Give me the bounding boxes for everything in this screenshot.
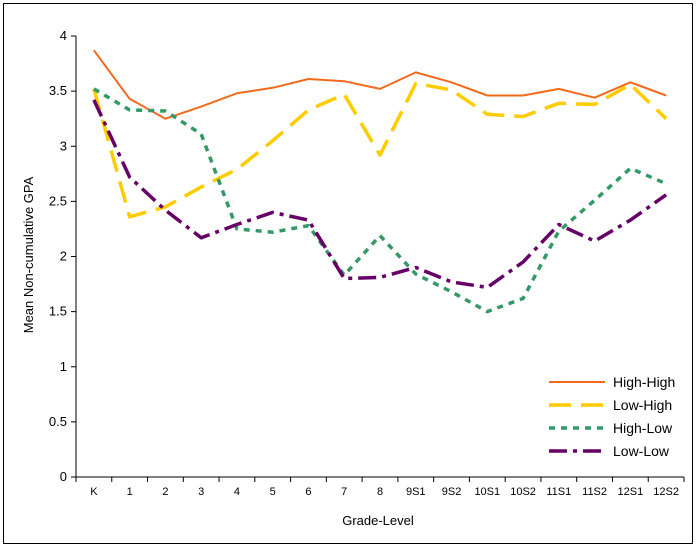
series-layer (92, 49, 668, 314)
y-tick-label: 2 (60, 249, 67, 264)
y-tick-label: 1 (60, 359, 67, 374)
x-tick-label: 6 (305, 486, 311, 498)
x-tick-label: 12S1 (618, 486, 644, 498)
series-line-low-high (92, 81, 668, 219)
series-line-low-low (92, 99, 668, 290)
x-axis-label: Grade-Level (342, 513, 414, 528)
y-tick-label: 0.5 (49, 414, 67, 429)
x-tick-label: 10S1 (474, 486, 500, 498)
legend-label: High-High (613, 374, 675, 390)
x-tick-label: 7 (341, 486, 347, 498)
x-tick-label: 3 (198, 486, 204, 498)
x-tick-label: 10S2 (510, 486, 536, 498)
x-tick-label: 12S2 (653, 486, 679, 498)
y-tick-label: 1.5 (49, 304, 67, 319)
series-line-high-high (93, 49, 667, 120)
y-tick-label: 2.5 (49, 193, 67, 208)
y-tick-label: 3.5 (49, 83, 67, 98)
x-tick-label: 11S2 (582, 486, 607, 498)
series-line-high-low (93, 87, 667, 314)
legend-label: Low-High (613, 397, 672, 413)
y-tick-label: 3 (60, 138, 67, 153)
chart-legend: High-High Low-High High-Low Low-Low (549, 374, 675, 459)
y-axis-label: Mean Non-cumulative GPA (21, 176, 36, 333)
chart-axes: 0 0.5 1 1.5 2 2.5 3 3.5 4 K 1 2 3 4 5 6 7 8 9S1 9S2 10S1 10S2… (49, 28, 685, 498)
x-tick-label: 9S1 (406, 486, 426, 498)
x-tick-label: 2 (162, 486, 168, 498)
x-tick-label: 9S2 (442, 486, 462, 498)
legend-label: High-Low (613, 420, 673, 436)
x-tick-label: 4 (234, 486, 240, 498)
legend-label: Low-Low (613, 443, 670, 459)
x-tick-label: 8 (377, 486, 383, 498)
x-tick-label: K (90, 486, 98, 498)
x-tick-label: 1 (127, 486, 133, 498)
y-tick-label: 4 (60, 28, 67, 43)
y-tick-label: 0 (60, 469, 67, 484)
x-tick-label: 5 (270, 486, 276, 498)
x-tick-label: 11S1 (546, 486, 571, 498)
